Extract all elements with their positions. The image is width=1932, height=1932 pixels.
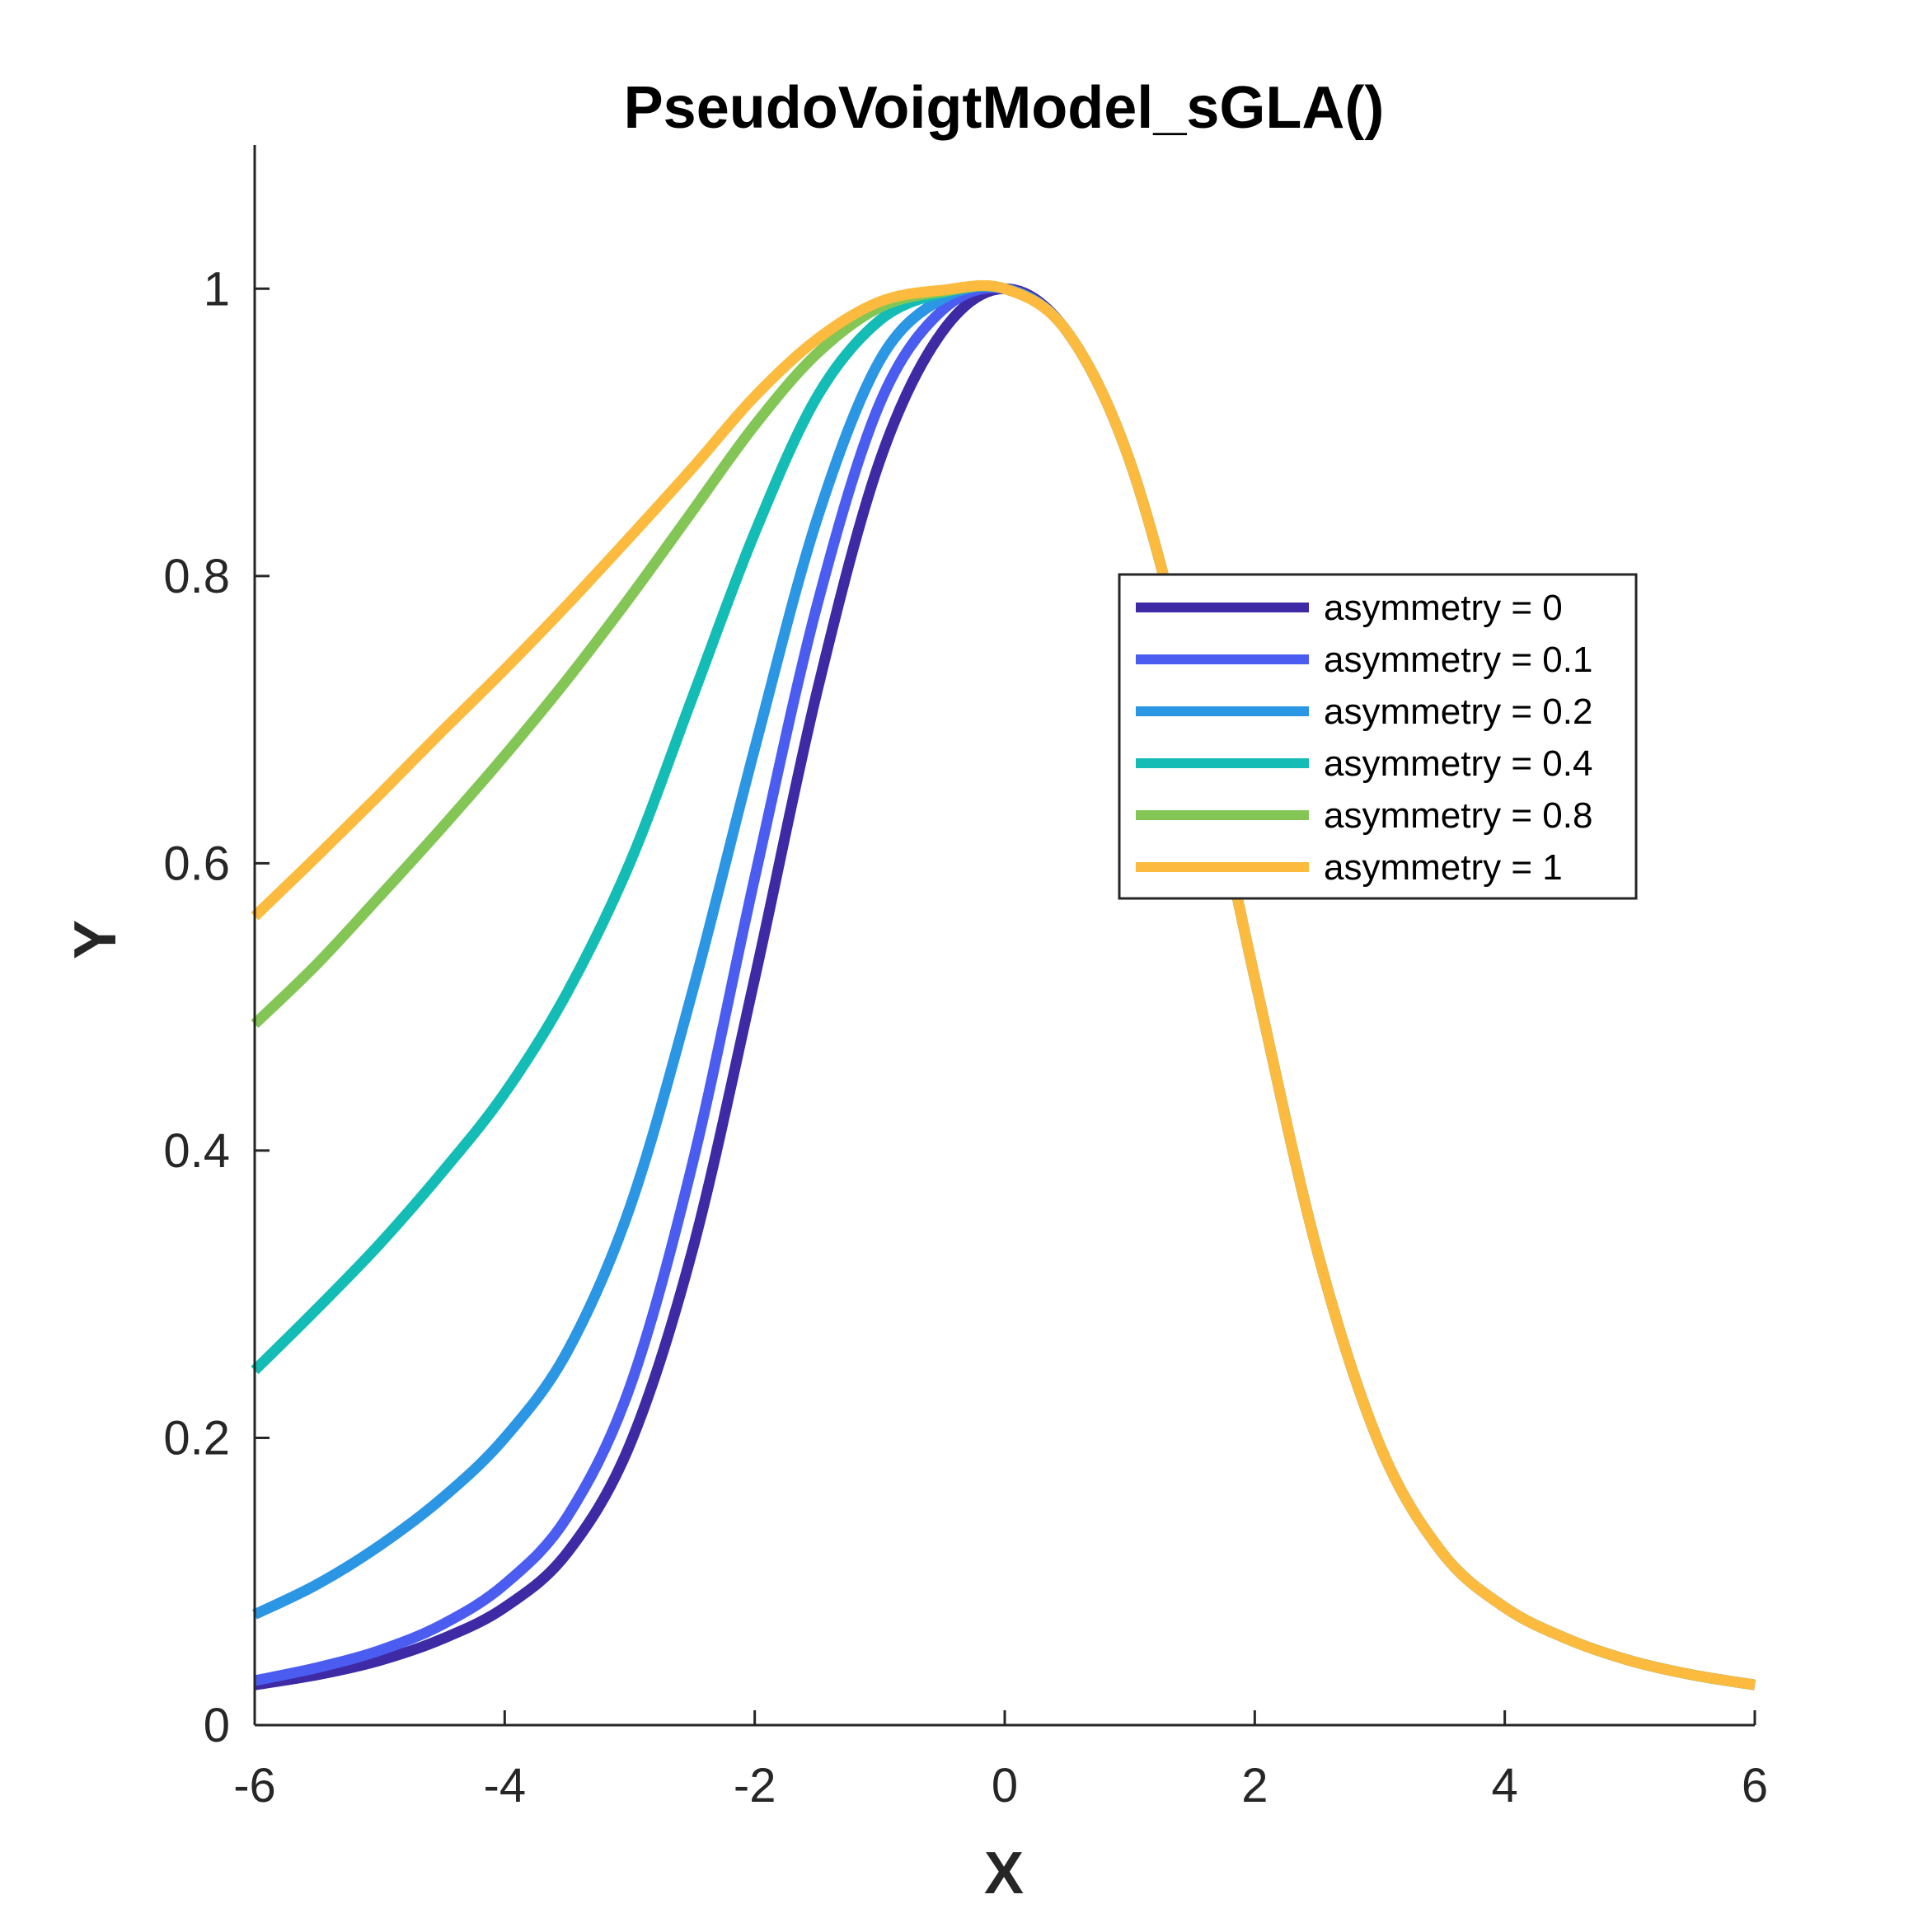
series-line-5 bbox=[251, 279, 1756, 1690]
legend-label-5: asymmetry = 1 bbox=[1324, 847, 1563, 888]
y-tick-label: 0.8 bbox=[163, 550, 230, 603]
x-tick-label: 0 bbox=[992, 1759, 1018, 1812]
legend-label-3: asymmetry = 0.4 bbox=[1324, 743, 1592, 784]
series-line-1 bbox=[253, 282, 1756, 1690]
x-tick-label: 6 bbox=[1742, 1759, 1768, 1812]
chart-title: PseudoVoigtModel_sGLA() bbox=[624, 75, 1385, 141]
series-line-3 bbox=[251, 280, 1756, 1690]
y-tick-label: 1 bbox=[204, 262, 230, 316]
x-tick-label: 2 bbox=[1241, 1759, 1268, 1812]
y-tick-label: 0 bbox=[204, 1699, 230, 1752]
y-tick-label: 0.6 bbox=[163, 837, 230, 890]
x-tick-label: 4 bbox=[1492, 1759, 1518, 1812]
legend-label-0: asymmetry = 0 bbox=[1324, 588, 1563, 628]
y-tick-label: 0.2 bbox=[163, 1411, 230, 1465]
y-axis-label: Y bbox=[63, 920, 129, 959]
x-tick-label: -6 bbox=[233, 1759, 276, 1812]
legend: asymmetry = 0 asymmetry = 0.1 asymmetry = … bbox=[1118, 573, 1638, 900]
plot-area bbox=[251, 279, 1756, 1690]
x-axis-label: X bbox=[984, 1841, 1024, 1906]
legend-box bbox=[1118, 573, 1638, 900]
series-line-4 bbox=[251, 280, 1756, 1690]
axes: -6 -4 -2 0 2 4 6 0 0.2 0.4 0.6 0.8 1 bbox=[163, 145, 1768, 1812]
series-line-2 bbox=[252, 280, 1756, 1690]
legend-label-1: asymmetry = 0.1 bbox=[1324, 640, 1592, 680]
y-tick-label: 0.4 bbox=[163, 1124, 230, 1178]
legend-label-4: asymmetry = 0.8 bbox=[1324, 795, 1592, 836]
legend-label-2: asymmetry = 0.2 bbox=[1324, 692, 1592, 732]
x-tick-label: -2 bbox=[734, 1759, 776, 1812]
x-tick-label: -4 bbox=[484, 1759, 527, 1812]
series-line-0 bbox=[253, 283, 1756, 1690]
